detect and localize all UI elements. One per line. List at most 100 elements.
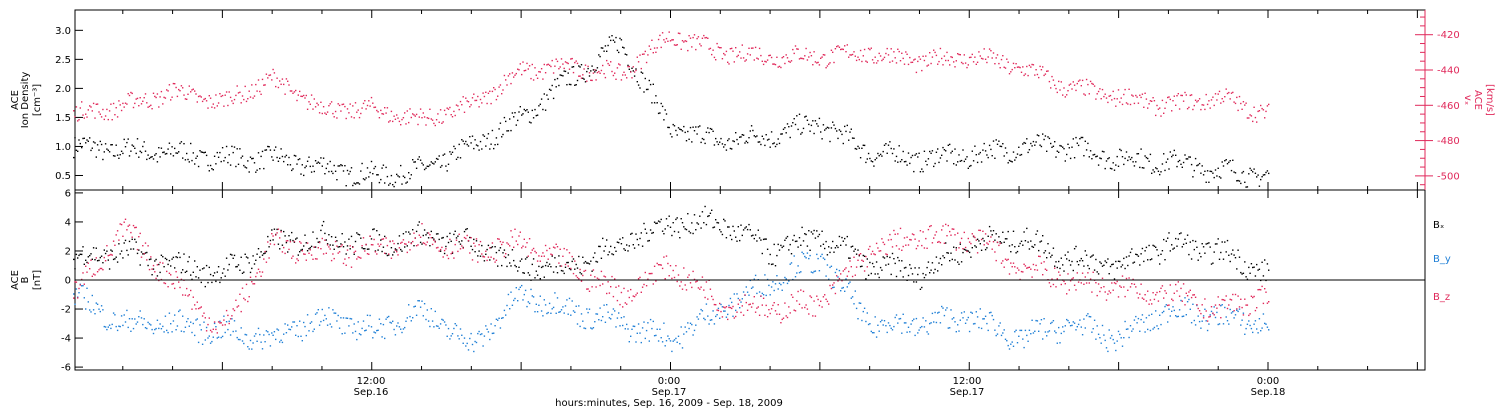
ion-density-point bbox=[422, 164, 424, 166]
bottom-left-axis-unit: [nT] bbox=[32, 270, 43, 290]
vx-point bbox=[211, 106, 213, 108]
bz-point bbox=[435, 247, 438, 249]
bx-point bbox=[889, 256, 891, 259]
by-point bbox=[745, 286, 747, 288]
ion-density-point bbox=[1260, 178, 1262, 181]
by-point bbox=[312, 330, 314, 333]
ion-density-point bbox=[1011, 161, 1013, 163]
vx-point bbox=[587, 65, 589, 68]
bx-point bbox=[454, 230, 456, 232]
bz-point bbox=[750, 306, 753, 308]
vx-point bbox=[326, 111, 329, 113]
bz-point bbox=[1233, 310, 1235, 312]
bz-point bbox=[660, 264, 662, 266]
by-point bbox=[910, 323, 912, 325]
vx-point bbox=[98, 111, 100, 113]
by-point bbox=[652, 320, 654, 323]
bx-point bbox=[151, 274, 153, 276]
ion-density-point bbox=[626, 54, 628, 56]
vx-point bbox=[138, 105, 140, 107]
by-point bbox=[866, 312, 868, 314]
bz-point bbox=[370, 244, 373, 246]
bz-point bbox=[717, 309, 720, 312]
bz-point bbox=[1197, 307, 1199, 310]
bz-point bbox=[1194, 296, 1197, 298]
bx-point bbox=[1194, 240, 1197, 243]
vx-point bbox=[1132, 95, 1134, 97]
by-point bbox=[857, 318, 859, 320]
bz-point bbox=[1217, 296, 1219, 298]
bx-point bbox=[934, 268, 936, 271]
bz-point bbox=[1127, 289, 1129, 291]
ion-density-point bbox=[555, 86, 557, 88]
ion-density-point bbox=[267, 145, 269, 148]
bz-point bbox=[832, 284, 834, 286]
bz-point bbox=[636, 292, 638, 294]
bx-point bbox=[628, 245, 630, 247]
bx-point bbox=[110, 249, 112, 251]
bz-point bbox=[366, 253, 369, 255]
bx-point bbox=[303, 245, 305, 247]
vx-point bbox=[1190, 94, 1193, 96]
by-point bbox=[376, 329, 378, 332]
by-point bbox=[264, 341, 266, 343]
vx-point bbox=[493, 87, 495, 89]
bx-point bbox=[453, 233, 455, 236]
bx-point bbox=[1062, 264, 1064, 266]
bx-point bbox=[766, 248, 769, 250]
by-point bbox=[770, 286, 773, 288]
bz-point bbox=[1236, 308, 1238, 310]
ion-density-point bbox=[151, 156, 153, 158]
bx-point bbox=[1093, 269, 1096, 271]
legend-by: B_y bbox=[1433, 254, 1451, 265]
vx-point bbox=[446, 107, 448, 109]
bx-point bbox=[409, 233, 411, 235]
ion-density-point bbox=[418, 156, 420, 158]
vx-point bbox=[556, 60, 559, 63]
ion-density-point bbox=[933, 165, 935, 168]
bx-point bbox=[635, 233, 637, 235]
bx-point bbox=[118, 243, 120, 245]
bx-point bbox=[1044, 250, 1047, 252]
ion-density-point bbox=[87, 140, 89, 142]
by-point bbox=[236, 336, 238, 339]
by-point bbox=[976, 316, 979, 318]
by-point bbox=[596, 313, 599, 315]
bz-point bbox=[838, 277, 841, 280]
ion-density-point bbox=[975, 154, 977, 156]
vx-point bbox=[1175, 104, 1177, 106]
bx-point bbox=[252, 255, 254, 257]
vx-point bbox=[935, 54, 938, 57]
bx-point bbox=[1066, 258, 1068, 260]
ion-density-point bbox=[1055, 156, 1057, 158]
vx-point bbox=[768, 54, 770, 57]
vx-point bbox=[1088, 93, 1090, 95]
bz-point bbox=[321, 237, 323, 240]
bx-point bbox=[514, 264, 516, 267]
ion-density-point bbox=[1225, 159, 1227, 161]
ion-density-point bbox=[426, 165, 428, 167]
ion-density-point bbox=[1237, 179, 1239, 182]
bz-point bbox=[136, 248, 139, 251]
ion-density-point bbox=[687, 130, 689, 133]
bx-point bbox=[594, 252, 596, 254]
bx-point bbox=[999, 241, 1001, 243]
ion-density-point bbox=[623, 47, 625, 49]
bz-point bbox=[1244, 298, 1246, 300]
ion-density-point bbox=[393, 185, 395, 188]
vx-point bbox=[220, 95, 222, 98]
vx-point bbox=[574, 61, 576, 64]
bz-point bbox=[929, 225, 931, 228]
ion-density-point bbox=[972, 160, 975, 162]
ion-density-point bbox=[1209, 170, 1211, 172]
bz-point bbox=[382, 238, 385, 240]
bz-point bbox=[556, 246, 559, 248]
vx-point bbox=[704, 37, 706, 39]
bx-point bbox=[130, 248, 132, 250]
ion-density-point bbox=[536, 114, 539, 116]
bx-point bbox=[1077, 264, 1080, 266]
bz-point bbox=[257, 268, 260, 270]
bx-point bbox=[921, 286, 923, 289]
bx-point bbox=[1196, 246, 1198, 248]
by-point bbox=[1042, 338, 1044, 340]
